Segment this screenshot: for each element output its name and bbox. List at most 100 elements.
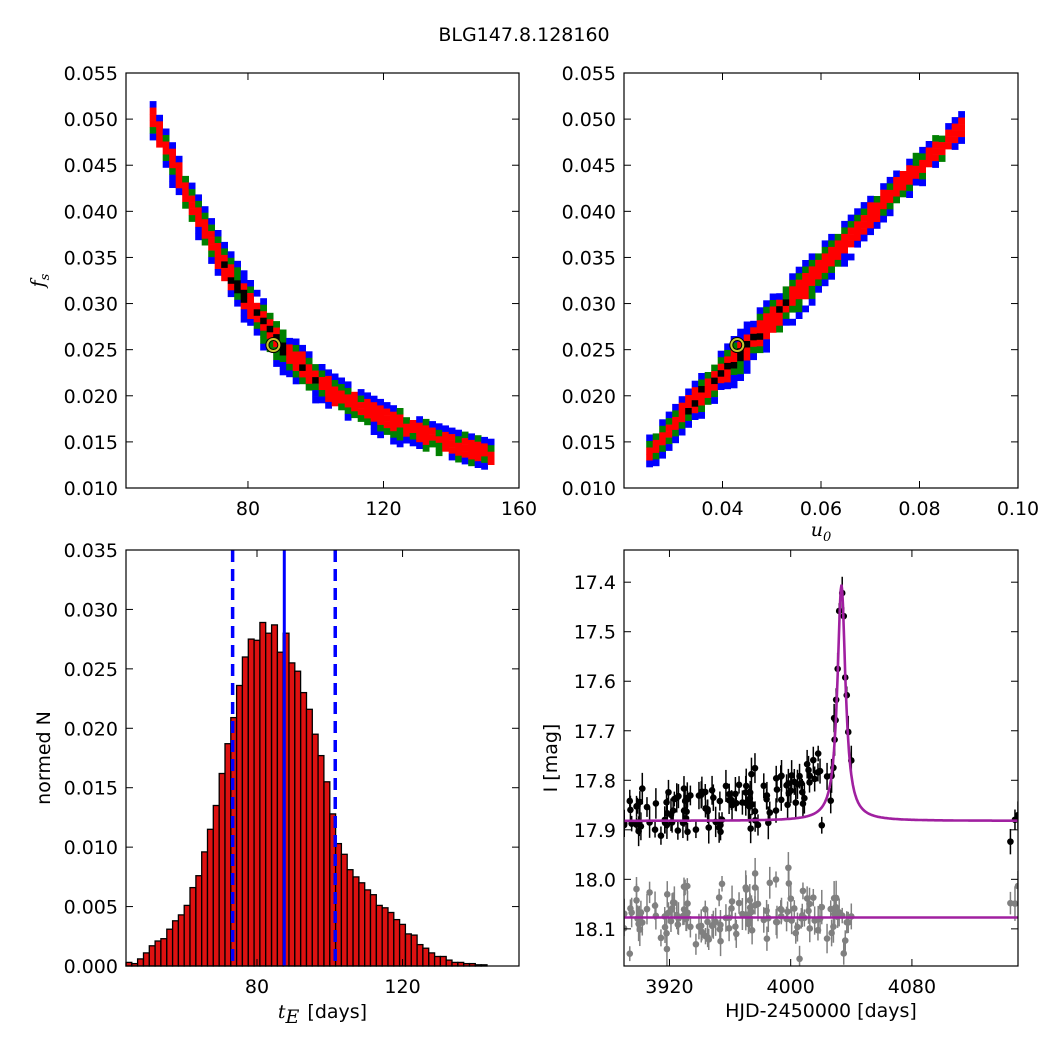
inner-cell bbox=[312, 370, 319, 378]
mid-cell bbox=[396, 434, 404, 441]
mid-cell bbox=[932, 135, 939, 142]
mid-cell bbox=[789, 279, 796, 287]
inner-cell bbox=[756, 339, 764, 347]
y-tick-label: 0.005 bbox=[64, 897, 118, 919]
inner-cell bbox=[357, 408, 365, 416]
inner-cell bbox=[893, 183, 900, 191]
mid-cell bbox=[435, 442, 443, 450]
inner-cell bbox=[325, 388, 332, 396]
inner-cell bbox=[763, 313, 770, 321]
mid-cell bbox=[652, 433, 660, 441]
inner-cell bbox=[481, 443, 488, 451]
mid-cell bbox=[338, 384, 345, 391]
y-tick-label: 0.035 bbox=[64, 247, 118, 269]
core-cell bbox=[685, 408, 692, 415]
outer-cell bbox=[214, 269, 222, 276]
outer-cell bbox=[659, 451, 666, 459]
axes-frame bbox=[623, 549, 1019, 967]
y-tick-label: 17.5 bbox=[574, 622, 616, 644]
outer-cell bbox=[867, 228, 874, 236]
inner-cell bbox=[925, 154, 933, 161]
inner-cell bbox=[149, 114, 157, 121]
histogram-bar bbox=[317, 754, 325, 967]
inner-cell bbox=[416, 429, 423, 436]
mid-cell bbox=[409, 433, 417, 440]
data-point bbox=[746, 795, 754, 802]
mid-cell bbox=[698, 405, 705, 413]
mid-cell bbox=[396, 427, 404, 435]
mid-cell bbox=[704, 372, 712, 379]
inner-cell bbox=[468, 452, 475, 460]
mid-cell bbox=[331, 380, 339, 387]
outer-cell bbox=[227, 290, 235, 298]
histogram-bar bbox=[247, 638, 255, 967]
inner-cell bbox=[461, 451, 469, 458]
inner-cell bbox=[769, 313, 777, 320]
residual-point bbox=[796, 955, 803, 963]
x-axis-label-sub: E bbox=[285, 1006, 300, 1028]
inner-cell bbox=[893, 190, 900, 197]
mid-cell bbox=[659, 425, 666, 433]
outer-cell bbox=[208, 218, 215, 225]
y-axis-label: fs bbox=[27, 273, 53, 289]
inner-cell bbox=[240, 283, 248, 291]
outer-cell bbox=[893, 170, 900, 178]
outer-cell bbox=[188, 182, 196, 190]
mid-cell bbox=[763, 306, 770, 314]
inner-cell bbox=[704, 385, 712, 392]
data-point bbox=[751, 764, 759, 772]
inner-cell bbox=[776, 299, 783, 307]
x-axis-label: HJD-2450000 [days] bbox=[725, 1000, 917, 1022]
inner-cell bbox=[945, 129, 952, 137]
outer-cell bbox=[273, 360, 280, 367]
inner-cell bbox=[743, 334, 751, 342]
residual-point bbox=[841, 937, 849, 944]
outer-cell bbox=[305, 351, 313, 359]
inner-cell bbox=[938, 148, 946, 156]
inner-cell bbox=[912, 165, 920, 173]
mid-cell bbox=[821, 246, 829, 254]
inner-cell bbox=[704, 378, 712, 386]
mid-cell bbox=[919, 153, 926, 161]
histogram-bar bbox=[375, 904, 383, 967]
inner-cell bbox=[377, 411, 384, 419]
inner-cell bbox=[724, 356, 731, 364]
mid-cell bbox=[422, 444, 430, 452]
outer-cell bbox=[240, 270, 248, 278]
residual-point bbox=[778, 906, 785, 914]
outer-cell bbox=[951, 143, 959, 150]
inner-cell bbox=[305, 364, 313, 372]
mid-cell bbox=[912, 159, 920, 167]
mid-cell bbox=[468, 459, 475, 467]
core-cell bbox=[227, 277, 235, 285]
y-tick-label: 0.045 bbox=[562, 155, 616, 177]
inner-cell bbox=[769, 306, 777, 314]
inner-cell bbox=[750, 327, 757, 335]
mid-cell bbox=[795, 299, 803, 306]
inner-cell bbox=[396, 414, 404, 422]
core-cell bbox=[737, 354, 744, 362]
residual-point bbox=[667, 917, 675, 925]
inner-cell bbox=[776, 312, 783, 320]
outer-cell bbox=[455, 429, 462, 437]
residual-point bbox=[818, 903, 826, 911]
inner-cell bbox=[906, 165, 913, 172]
outer-cell bbox=[195, 233, 202, 241]
outer-cell bbox=[364, 392, 371, 400]
outer-cell bbox=[795, 266, 803, 274]
core-cell bbox=[260, 317, 267, 325]
mid-cell bbox=[724, 349, 731, 357]
x-axis-label-sub: 0 bbox=[823, 530, 831, 545]
mid-cell bbox=[750, 346, 757, 354]
mid-cell bbox=[487, 445, 495, 452]
outer-cell bbox=[312, 390, 319, 397]
histogram-bar bbox=[259, 621, 267, 967]
histogram-bar bbox=[387, 911, 395, 967]
inner-cell bbox=[175, 175, 183, 183]
core-cell bbox=[698, 386, 705, 393]
histogram-bar bbox=[311, 733, 319, 967]
mid-cell bbox=[305, 357, 313, 365]
inner-cell bbox=[188, 208, 196, 216]
core-cell bbox=[750, 333, 757, 341]
y-tick-label: 0.040 bbox=[64, 201, 118, 223]
